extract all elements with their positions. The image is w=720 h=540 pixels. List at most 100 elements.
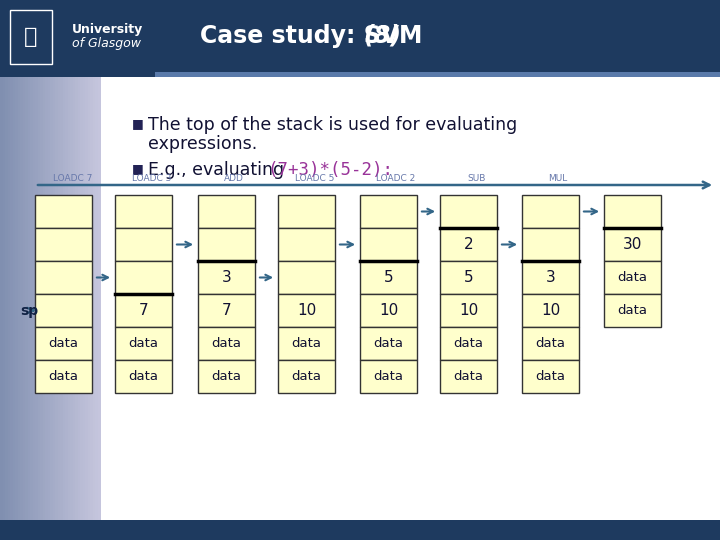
Bar [522, 294, 579, 327]
Text: University: University [72, 24, 143, 37]
Text: 10: 10 [459, 303, 478, 318]
Bar [198, 228, 255, 261]
Text: 4-11: 4-11 [682, 503, 710, 516]
Text: 7: 7 [139, 303, 148, 318]
Text: LOADC 5: LOADC 5 [295, 174, 335, 183]
Bar [70, 77, 73, 520]
Bar [198, 327, 255, 360]
Bar [198, 261, 255, 294]
Text: SUB: SUB [468, 174, 486, 183]
Bar [604, 195, 661, 228]
Bar [278, 360, 335, 393]
Bar [115, 228, 172, 261]
Bar [198, 195, 255, 228]
Text: Case study: SVM: Case study: SVM [200, 24, 431, 48]
Bar [440, 261, 497, 294]
Bar [115, 360, 172, 393]
Bar [35, 77, 38, 520]
Bar [115, 195, 172, 228]
Text: data: data [374, 370, 403, 383]
Bar [360, 228, 417, 261]
Text: 10: 10 [379, 303, 398, 318]
Bar [20, 77, 24, 520]
Text: LOADC 3: LOADC 3 [132, 174, 171, 183]
Bar [83, 77, 86, 520]
Bar [53, 77, 56, 520]
Bar [5, 77, 9, 520]
Bar [115, 294, 172, 327]
Bar [278, 261, 335, 294]
Text: 7: 7 [222, 303, 231, 318]
Bar [360, 327, 417, 360]
Bar [360, 294, 417, 327]
Text: of Glasgow: of Glasgow [72, 37, 141, 51]
Bar [115, 327, 172, 360]
Bar [522, 360, 579, 393]
Bar [45, 77, 48, 520]
Text: data: data [536, 370, 565, 383]
Bar [604, 294, 661, 327]
Bar [30, 77, 34, 520]
Bar [604, 228, 661, 261]
Bar [32, 77, 36, 520]
Bar [10, 10, 52, 64]
Bar [63, 77, 66, 520]
Bar [7, 77, 11, 520]
Bar [35, 261, 92, 294]
Bar [440, 327, 497, 360]
Text: data: data [48, 370, 78, 383]
Bar [0, 77, 4, 520]
Bar [75, 77, 78, 520]
Text: (8): (8) [363, 24, 401, 48]
Bar [35, 228, 92, 261]
Text: data: data [292, 370, 322, 383]
Text: 2: 2 [464, 237, 473, 252]
Text: ADD: ADD [224, 174, 244, 183]
Text: 10: 10 [297, 303, 316, 318]
Bar [37, 77, 41, 520]
Text: data: data [618, 271, 647, 284]
Bar [440, 195, 497, 228]
Bar [198, 360, 255, 393]
Bar [68, 77, 71, 520]
Bar [25, 77, 29, 520]
Text: 10: 10 [541, 303, 560, 318]
Bar [522, 228, 579, 261]
Bar [97, 77, 101, 520]
Bar [35, 327, 92, 360]
Bar [17, 77, 21, 520]
Text: (7+3)*(5-2):: (7+3)*(5-2): [268, 161, 394, 179]
Bar [12, 77, 16, 520]
Bar [48, 77, 51, 520]
Text: ⛬: ⛬ [24, 27, 37, 47]
Bar [198, 294, 255, 327]
Bar [0, 77, 720, 520]
Bar [22, 77, 26, 520]
Text: data: data [618, 304, 647, 317]
Text: ■: ■ [132, 162, 144, 175]
Bar [278, 327, 335, 360]
Bar [360, 360, 417, 393]
Bar [360, 195, 417, 228]
Text: The top of the stack is used for evaluating: The top of the stack is used for evaluat… [148, 116, 517, 134]
Bar [73, 77, 76, 520]
Bar [50, 77, 53, 520]
Text: 5: 5 [384, 270, 393, 285]
Text: E.g., evaluating: E.g., evaluating [148, 161, 289, 179]
Bar [10, 77, 14, 520]
Bar [95, 77, 99, 520]
Text: data: data [454, 370, 484, 383]
Text: 3: 3 [546, 270, 555, 285]
Bar [155, 72, 720, 77]
Bar [440, 228, 497, 261]
Text: ■: ■ [132, 117, 144, 130]
Text: MUL: MUL [549, 174, 567, 183]
Text: 3: 3 [222, 270, 231, 285]
Text: data: data [212, 370, 241, 383]
Bar [15, 77, 19, 520]
Text: LOADC 7: LOADC 7 [53, 174, 93, 183]
Text: 5: 5 [464, 270, 473, 285]
Bar [42, 77, 46, 520]
Bar [278, 228, 335, 261]
Bar [55, 77, 58, 520]
